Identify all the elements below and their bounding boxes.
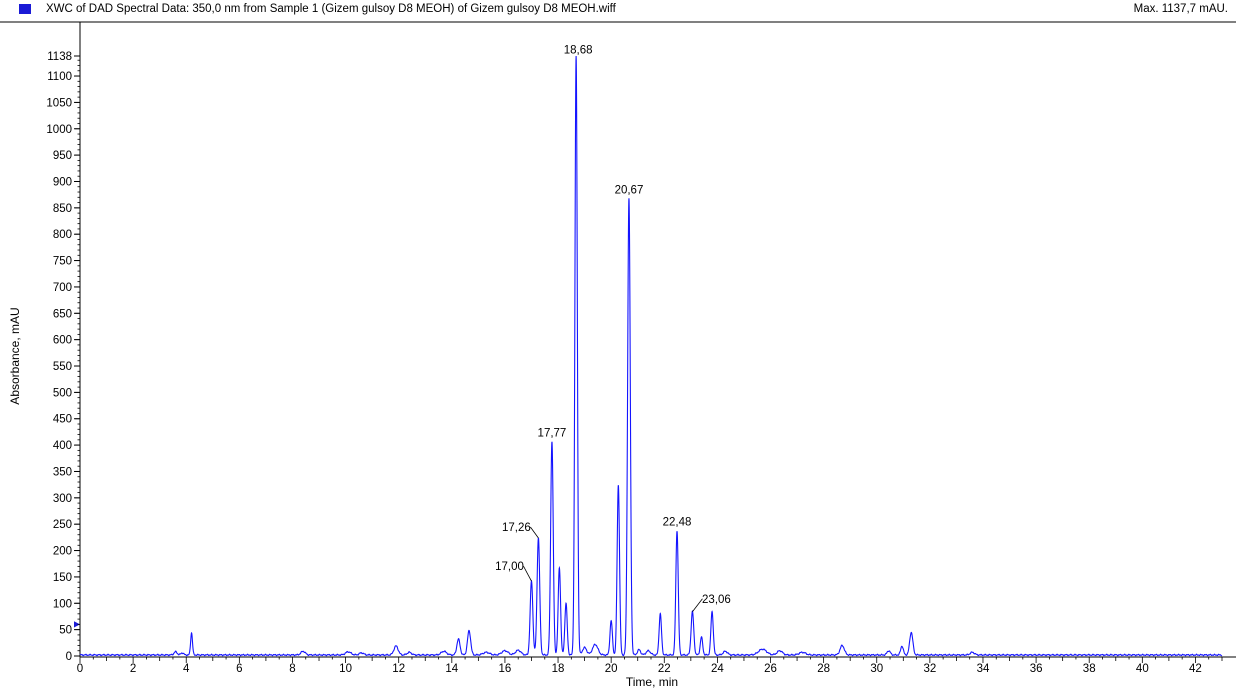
x-tick-label: 32 bbox=[923, 663, 936, 675]
peak-label: 23,06 bbox=[702, 594, 731, 606]
peak-label: 18,68 bbox=[564, 45, 593, 57]
y-tick-label: 450 bbox=[53, 414, 72, 426]
x-tick-label: 40 bbox=[1136, 663, 1149, 675]
x-tick-label: 8 bbox=[289, 663, 295, 675]
y-tick-label: 50 bbox=[59, 625, 72, 637]
peak-annotations: 17,00 17,26 17,77 18,68 20,67 22,48 23,06 bbox=[495, 45, 731, 613]
y-tick-label: 300 bbox=[53, 493, 72, 505]
x-tick-label: 30 bbox=[870, 663, 883, 675]
peak-label: 22,48 bbox=[663, 517, 692, 529]
y-tick-label: 650 bbox=[53, 308, 72, 320]
x-tick-label: 26 bbox=[764, 663, 777, 675]
x-tick-label: 36 bbox=[1030, 663, 1043, 675]
y-tick-label: 900 bbox=[53, 176, 72, 188]
peak-label: 20,67 bbox=[615, 184, 644, 196]
x-tick-label: 28 bbox=[817, 663, 830, 675]
x-tick-label: 4 bbox=[183, 663, 190, 675]
x-tick-label: 18 bbox=[552, 663, 565, 675]
annotation-leader bbox=[692, 598, 703, 613]
x-tick-label: 14 bbox=[445, 663, 458, 675]
x-tick-label: 22 bbox=[658, 663, 671, 675]
y-tick-label: 550 bbox=[53, 361, 72, 373]
y-tick-label: 700 bbox=[53, 282, 72, 294]
y-axis-label: Absorbance, mAU bbox=[8, 307, 22, 404]
x-axis-label: Time, min bbox=[626, 675, 678, 689]
chart-title: XWC of DAD Spectral Data: 350,0 nm from … bbox=[46, 3, 616, 15]
peak-label: 17,77 bbox=[538, 427, 567, 439]
trace-line bbox=[79, 56, 1223, 657]
y-tick-label: 100 bbox=[53, 598, 72, 610]
max-intensity-label: Max. 1137,7 mAU. bbox=[1133, 3, 1228, 15]
annotation-leader bbox=[530, 526, 539, 539]
x-tick-label: 0 bbox=[77, 663, 83, 675]
x-tick-label: 10 bbox=[339, 663, 352, 675]
x-tick-label: 16 bbox=[499, 663, 512, 675]
y-tick-label: 1000 bbox=[46, 124, 72, 136]
chart-header: XWC of DAD Spectral Data: 350,0 nm from … bbox=[0, 0, 1236, 22]
x-axis-ticks: 0 2 4 6 8 10 12 14 16 18 20 22 24 26 28 30 32 34 36 38 40 42 bbox=[77, 657, 1223, 675]
y-tick-label: 150 bbox=[53, 572, 72, 584]
y-tick-label: 950 bbox=[53, 150, 72, 162]
y-axis-ticks: 0 50 100 150 200 250 300 350 400 450 500 550 600 650 7… bbox=[46, 51, 80, 663]
y-axis-marker bbox=[74, 621, 80, 628]
y-tick-label: 800 bbox=[53, 229, 72, 241]
y-tick-label: 1050 bbox=[46, 97, 72, 109]
y-tick-label: 400 bbox=[53, 440, 72, 452]
chart-axes bbox=[0, 21, 1236, 658]
y-tick-label: 200 bbox=[53, 546, 72, 558]
annotation-leader bbox=[523, 565, 532, 582]
x-tick-label: 42 bbox=[1189, 663, 1202, 675]
y-tick-label: 850 bbox=[53, 203, 72, 215]
y-tick-label: 250 bbox=[53, 519, 72, 531]
x-tick-label: 12 bbox=[392, 663, 405, 675]
y-tick-label: 1138 bbox=[47, 51, 72, 63]
x-tick-label: 34 bbox=[977, 663, 990, 675]
y-tick-label: 500 bbox=[53, 387, 72, 399]
legend-swatch bbox=[19, 4, 31, 14]
x-tick-label: 6 bbox=[236, 663, 242, 675]
peak-label: 17,00 bbox=[495, 561, 524, 573]
x-tick-label: 2 bbox=[130, 663, 136, 675]
x-tick-label: 24 bbox=[711, 663, 724, 675]
y-tick-label: 750 bbox=[53, 256, 72, 268]
peak-label: 17,26 bbox=[502, 522, 531, 534]
chromatogram-trace bbox=[79, 56, 1223, 657]
y-tick-label: 600 bbox=[53, 335, 72, 347]
y-tick-label: 350 bbox=[53, 466, 72, 478]
x-tick-label: 20 bbox=[605, 663, 618, 675]
y-tick-label: 1100 bbox=[47, 71, 72, 83]
x-tick-label: 38 bbox=[1083, 663, 1096, 675]
y-tick-label: 0 bbox=[66, 651, 72, 663]
